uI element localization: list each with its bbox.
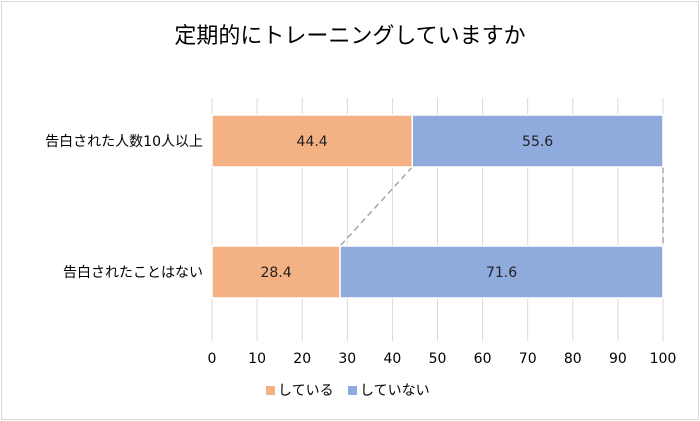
bar-segment [211,114,413,168]
x-tick-label: 0 [208,351,217,367]
x-tick-label: 80 [564,351,582,367]
x-tick-label: 10 [248,351,266,367]
data-label: 28.4 [260,265,291,281]
category-label: 告白された人数10人以上 [45,134,203,150]
x-tick-label: 40 [383,351,401,367]
x-tick-label: 30 [338,351,356,367]
legend-swatch [348,386,357,395]
bar-segment [411,114,664,168]
x-tick-label: 90 [609,351,627,367]
chart-title: 定期的にトレーニングしていますか [174,24,526,49]
legend: している していない [266,383,430,399]
data-label: 44.4 [297,134,328,150]
bar-segment [339,245,664,299]
legend-label: していない [360,383,430,399]
data-label: 55.6 [522,134,553,150]
data-label: 71.6 [486,265,517,281]
legend-label: している [278,383,334,399]
category-label: 告白されたことはない [63,265,203,281]
bar-segment [211,245,341,299]
legend-swatch [266,386,275,395]
bars: 44.4 55.6 28.4 71.6 [211,114,664,299]
x-tick-label: 70 [519,351,537,367]
x-tick-label: 100 [650,351,677,367]
x-tick-labels: 0 10 20 30 40 50 60 70 80 90 100 [208,351,677,367]
series-lines [339,166,664,247]
x-tick-label: 20 [293,351,311,367]
x-tick-label: 60 [474,351,492,367]
x-tick-label: 50 [429,351,447,367]
series-line [339,166,413,247]
